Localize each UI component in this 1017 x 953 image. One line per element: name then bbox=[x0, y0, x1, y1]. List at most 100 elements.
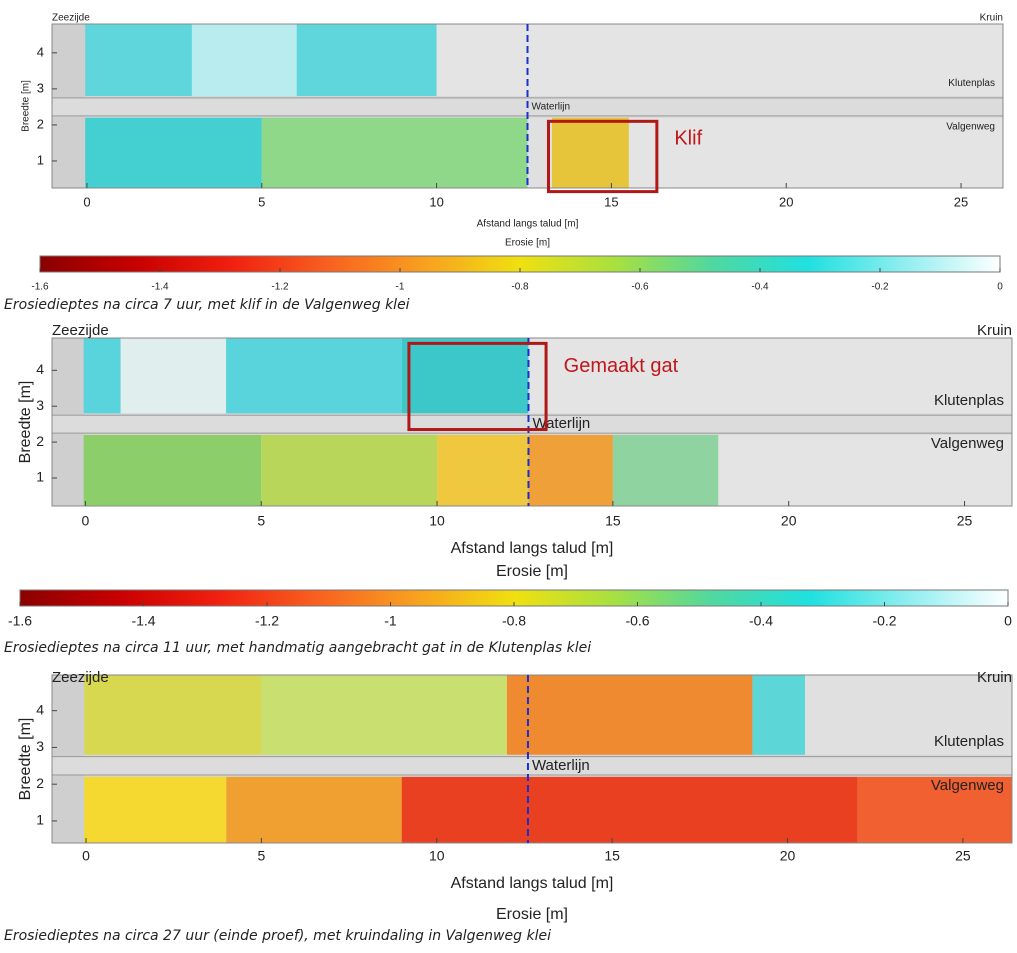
waterline-label: Waterlijn bbox=[532, 757, 590, 774]
colorbar-tick-label: -0.2 bbox=[871, 282, 889, 293]
erosion-region bbox=[752, 675, 806, 755]
x-axis-label: Afstand langs talud [m] bbox=[451, 875, 614, 892]
colorbar-tick-label: -1.2 bbox=[271, 282, 289, 293]
colorbar-tick-label: -1.2 bbox=[255, 613, 279, 629]
x-tick-label: 5 bbox=[257, 513, 265, 529]
erosion-region bbox=[52, 434, 262, 506]
colorbar-label: Erosie [m] bbox=[496, 563, 568, 580]
erosion-region bbox=[612, 434, 719, 506]
colorbar-tick-label: -0.6 bbox=[625, 613, 649, 629]
erosion-region bbox=[52, 675, 262, 755]
erosion-region bbox=[261, 434, 438, 506]
region-label: Klutenplas bbox=[934, 733, 1004, 750]
x-axis-label: Afstand langs talud [m] bbox=[477, 219, 579, 230]
colorbar-tick-label: -1 bbox=[384, 613, 397, 629]
x-tick-label: 15 bbox=[604, 194, 618, 209]
region-label: Valgenweg bbox=[931, 777, 1004, 794]
map bbox=[52, 24, 1003, 188]
region-label: Klutenplas bbox=[948, 78, 995, 89]
annotation-box bbox=[407, 341, 548, 432]
end-label: Zeezijde bbox=[52, 13, 90, 24]
erosion-region bbox=[437, 434, 529, 506]
end-label: Kruin bbox=[980, 13, 1003, 24]
colorbar-tick-label: -1.4 bbox=[151, 282, 169, 293]
y-axis-label: Breedte [m] bbox=[17, 381, 34, 464]
colorbar-tick-label: -0.8 bbox=[511, 282, 529, 293]
colorbar-tick-label: -1.6 bbox=[8, 613, 32, 629]
road-strip bbox=[52, 414, 1012, 434]
y-tick-label: 4 bbox=[36, 361, 44, 377]
x-tick-label: 10 bbox=[429, 513, 445, 529]
annotation-box bbox=[546, 119, 659, 194]
x-tick-label: 10 bbox=[429, 194, 443, 209]
erosion-region bbox=[528, 434, 613, 506]
x-tick-label: 5 bbox=[257, 848, 265, 864]
erosion-region bbox=[401, 776, 858, 843]
erosion-region bbox=[551, 117, 629, 188]
erosion-region bbox=[857, 776, 1012, 843]
end-label: Kruin bbox=[977, 669, 1012, 686]
y-tick-label: 4 bbox=[36, 701, 44, 717]
erosion-region bbox=[718, 434, 1012, 506]
annotation: Gemaakt gat bbox=[564, 355, 679, 377]
erosion-region bbox=[52, 338, 402, 414]
erosion-region bbox=[628, 117, 1003, 188]
waterline-label: Waterlijn bbox=[532, 102, 571, 113]
x-tick-label: 15 bbox=[605, 513, 621, 529]
colorbar-tick-label: -1 bbox=[396, 282, 405, 293]
colorbar-tick-label: -0.8 bbox=[502, 613, 526, 629]
y-tick-label: 4 bbox=[37, 44, 44, 59]
x-tick-label: 20 bbox=[779, 194, 793, 209]
y-tick-label: 2 bbox=[37, 116, 44, 131]
colorbar-tick-label: -1.4 bbox=[131, 613, 155, 629]
x-axis-label: Afstand langs talud [m] bbox=[451, 540, 614, 557]
x-tick-label: 5 bbox=[258, 194, 265, 209]
x-tick-label: 20 bbox=[781, 513, 797, 529]
y-tick-label: 1 bbox=[37, 152, 44, 167]
y-tick-label: 2 bbox=[36, 775, 44, 791]
erosion-region bbox=[191, 24, 297, 97]
annotation: Klif bbox=[674, 128, 702, 150]
end-label: Zeezijde bbox=[52, 322, 109, 339]
y-tick-label: 3 bbox=[36, 738, 44, 754]
y-tick-label: 1 bbox=[36, 812, 44, 828]
end-label: Kruin bbox=[977, 322, 1012, 339]
caption: Erosiedieptes na circa 7 uur, met klif i… bbox=[4, 297, 410, 313]
y-tick-label: 3 bbox=[37, 80, 44, 95]
colorbar-tick-label: -0.4 bbox=[749, 613, 773, 629]
colorbar-tick-label: -1.6 bbox=[31, 282, 49, 293]
x-tick-label: 10 bbox=[429, 848, 445, 864]
x-tick-label: 0 bbox=[83, 194, 90, 209]
erosion-region bbox=[436, 24, 1003, 97]
caption: Erosiedieptes na circa 27 uur (einde pro… bbox=[4, 928, 551, 944]
colorbar-tick-label: 0 bbox=[1004, 613, 1012, 629]
x-tick-label: 25 bbox=[954, 194, 968, 209]
frame bbox=[51, 337, 1013, 507]
x-tick-label: 0 bbox=[82, 513, 90, 529]
colorbar-tick-label: 0 bbox=[997, 282, 1003, 293]
y-tick-label: 2 bbox=[36, 433, 44, 449]
end-label: Zeezijde bbox=[52, 669, 109, 686]
erosion-region bbox=[805, 675, 1012, 755]
colorbar-label: Erosie [m] bbox=[496, 906, 568, 923]
x-tick-label: 25 bbox=[957, 513, 973, 529]
x-tick-label: 15 bbox=[604, 848, 620, 864]
y-tick-label: 3 bbox=[36, 397, 44, 413]
colorbar-tick-label: -0.4 bbox=[751, 282, 769, 293]
erosion-region bbox=[120, 338, 227, 414]
y-tick-label: 1 bbox=[36, 469, 44, 485]
region-label: Valgenweg bbox=[931, 435, 1004, 452]
y-axis-label: Breedte [m] bbox=[17, 718, 34, 801]
x-tick-label: 20 bbox=[780, 848, 796, 864]
erosion-region bbox=[226, 776, 402, 843]
x-tick-label: 0 bbox=[82, 848, 90, 864]
erosion-region bbox=[506, 675, 753, 755]
map bbox=[52, 338, 1012, 506]
erosion-region bbox=[52, 117, 262, 188]
colorbar-label: Erosie [m] bbox=[505, 238, 550, 249]
erosion-region bbox=[528, 338, 1012, 414]
erosion-region bbox=[401, 338, 529, 414]
x-tick-label: 25 bbox=[955, 848, 971, 864]
caption: Erosiedieptes na circa 11 uur, met handm… bbox=[4, 640, 591, 656]
